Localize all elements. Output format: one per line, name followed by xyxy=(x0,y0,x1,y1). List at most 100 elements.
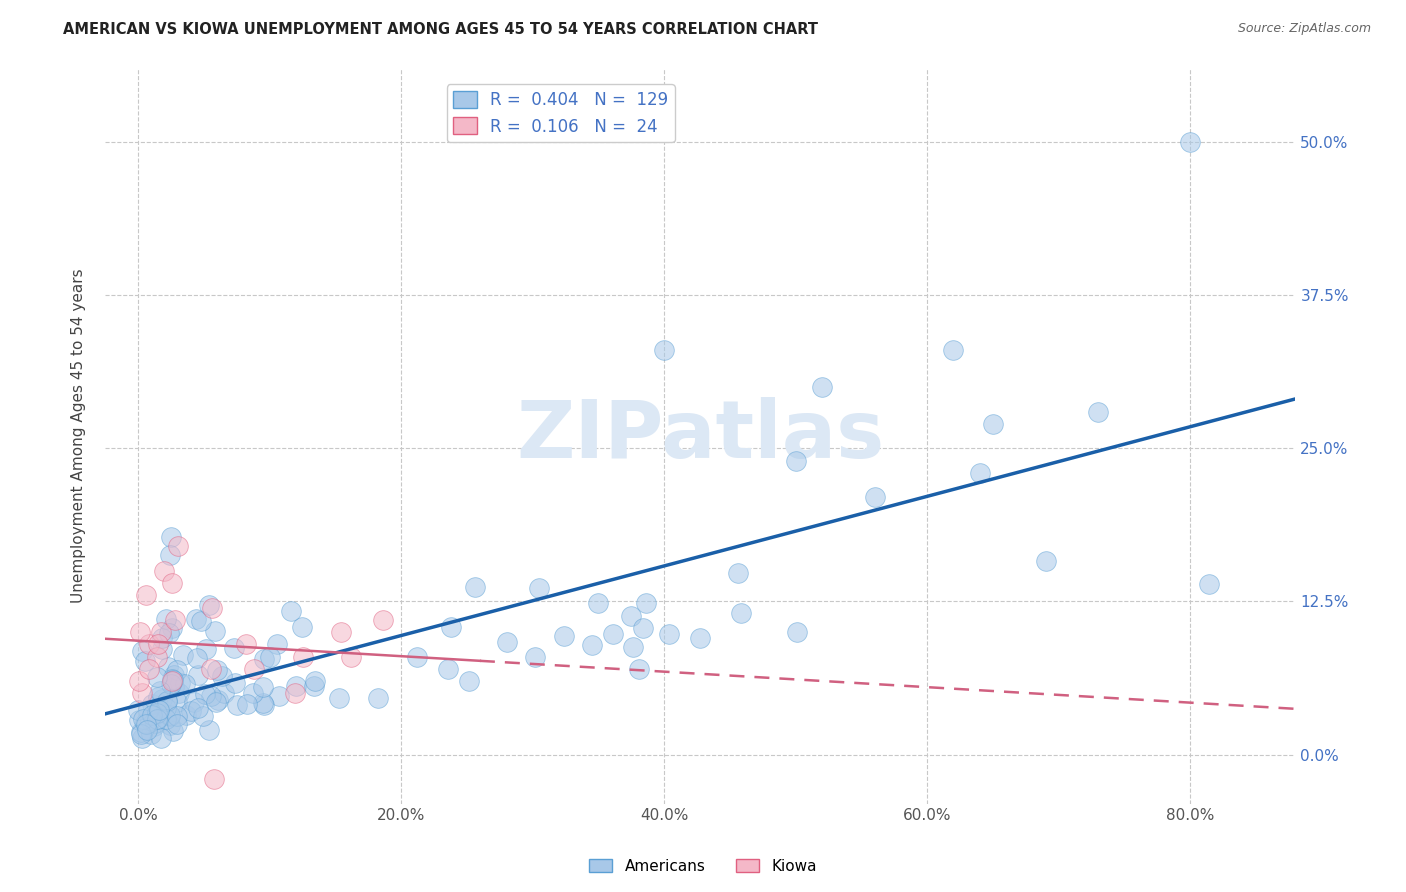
Point xyxy=(252,680,274,694)
Point xyxy=(786,624,808,639)
Point xyxy=(186,651,208,665)
Point xyxy=(689,632,711,646)
Point xyxy=(553,628,575,642)
Point xyxy=(134,588,156,602)
Point xyxy=(1087,404,1109,418)
Point xyxy=(163,667,186,681)
Point xyxy=(152,706,174,720)
Point xyxy=(406,649,429,664)
Point xyxy=(198,723,221,737)
Point xyxy=(267,690,290,704)
Point xyxy=(242,686,264,700)
Point xyxy=(602,627,624,641)
Point xyxy=(200,662,222,676)
Point xyxy=(205,695,228,709)
Point xyxy=(464,581,486,595)
Point xyxy=(150,625,173,640)
Point xyxy=(1180,135,1202,149)
Point xyxy=(183,695,205,709)
Point xyxy=(174,676,197,690)
Point xyxy=(191,708,214,723)
Point xyxy=(291,620,314,634)
Point xyxy=(141,708,163,723)
Point xyxy=(259,650,281,665)
Point xyxy=(187,668,209,682)
Point xyxy=(252,697,274,711)
Point xyxy=(138,637,160,651)
Point xyxy=(132,712,155,726)
Point xyxy=(155,700,177,714)
Y-axis label: Unemployment Among Ages 45 to 54 years: Unemployment Among Ages 45 to 54 years xyxy=(72,268,86,603)
Point xyxy=(149,684,172,698)
Point xyxy=(138,662,160,676)
Point xyxy=(155,712,177,726)
Point xyxy=(436,662,458,676)
Point xyxy=(167,686,190,700)
Point xyxy=(658,627,681,641)
Point xyxy=(253,652,276,666)
Point xyxy=(304,673,326,688)
Point xyxy=(128,713,150,727)
Point xyxy=(159,708,181,723)
Point xyxy=(367,691,389,706)
Point xyxy=(160,674,183,689)
Point xyxy=(201,600,224,615)
Point xyxy=(146,690,169,704)
Point xyxy=(730,607,752,621)
Point xyxy=(166,717,188,731)
Point xyxy=(139,713,162,727)
Point xyxy=(1198,577,1220,591)
Point xyxy=(581,638,603,652)
Point xyxy=(148,703,170,717)
Point xyxy=(224,676,246,690)
Point xyxy=(141,697,163,711)
Point xyxy=(153,564,176,578)
Point xyxy=(212,686,235,700)
Point xyxy=(302,679,325,693)
Point xyxy=(146,649,169,664)
Point xyxy=(163,613,186,627)
Point xyxy=(200,689,222,703)
Point xyxy=(242,662,264,676)
Legend: R =  0.404   N =  129, R =  0.106   N =  24: R = 0.404 N = 129, R = 0.106 N = 24 xyxy=(447,84,675,142)
Point xyxy=(163,680,186,694)
Point xyxy=(329,625,352,640)
Point xyxy=(586,596,609,610)
Point xyxy=(136,723,159,738)
Point xyxy=(139,727,162,741)
Point xyxy=(138,703,160,717)
Point xyxy=(131,644,153,658)
Point xyxy=(1035,554,1057,568)
Point xyxy=(328,691,350,706)
Point xyxy=(184,612,207,626)
Text: Source: ZipAtlas.com: Source: ZipAtlas.com xyxy=(1237,22,1371,36)
Point xyxy=(222,641,245,656)
Point xyxy=(128,674,150,689)
Point xyxy=(180,704,202,718)
Legend: Americans, Kiowa: Americans, Kiowa xyxy=(583,853,823,880)
Point xyxy=(621,640,644,655)
Point xyxy=(981,417,1004,431)
Point xyxy=(187,700,209,714)
Text: AMERICAN VS KIOWA UNEMPLOYMENT AMONG AGES 45 TO 54 YEARS CORRELATION CHART: AMERICAN VS KIOWA UNEMPLOYMENT AMONG AGE… xyxy=(63,22,818,37)
Point xyxy=(620,608,643,623)
Point xyxy=(266,637,288,651)
Point xyxy=(235,637,257,651)
Point xyxy=(134,654,156,668)
Point xyxy=(159,708,181,723)
Point xyxy=(145,670,167,684)
Point xyxy=(143,719,166,733)
Point xyxy=(162,576,184,591)
Point xyxy=(155,612,177,626)
Point xyxy=(157,659,180,673)
Point xyxy=(371,613,394,627)
Point xyxy=(524,650,547,665)
Point xyxy=(226,698,249,712)
Point xyxy=(131,731,153,746)
Point xyxy=(284,679,307,693)
Point xyxy=(160,672,183,686)
Point xyxy=(440,619,463,633)
Point xyxy=(128,625,150,640)
Text: ZIPatlas: ZIPatlas xyxy=(516,397,884,475)
Point xyxy=(202,772,225,786)
